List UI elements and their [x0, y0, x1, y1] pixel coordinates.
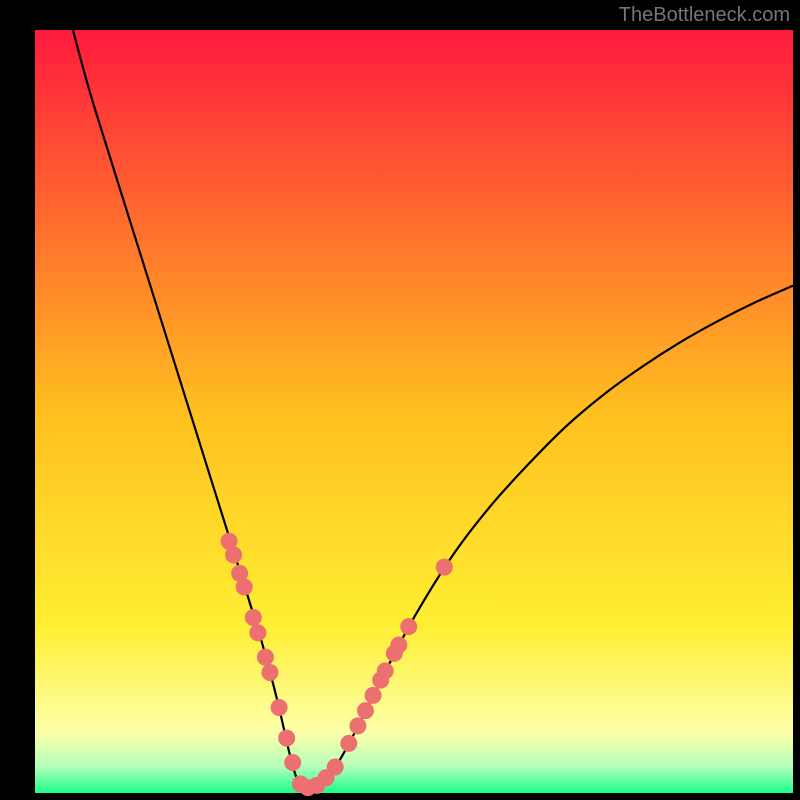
chart-svg [0, 0, 800, 800]
data-marker [262, 664, 278, 680]
data-marker [250, 625, 266, 641]
data-marker [341, 735, 357, 751]
data-marker [245, 610, 261, 626]
data-marker [401, 619, 417, 635]
data-marker [279, 730, 295, 746]
data-marker [327, 759, 343, 775]
data-markers-group [221, 533, 452, 795]
data-marker [377, 663, 393, 679]
chart-container: TheBottleneck.com [0, 0, 800, 800]
data-marker [365, 687, 381, 703]
watermark-text: TheBottleneck.com [619, 4, 790, 27]
data-marker [285, 754, 301, 770]
data-marker [357, 703, 373, 719]
data-marker [436, 559, 452, 575]
data-marker [257, 649, 273, 665]
data-marker [226, 547, 242, 563]
bottleneck-curve [73, 30, 793, 790]
data-marker [350, 718, 366, 734]
data-marker [391, 637, 407, 653]
data-marker [236, 579, 252, 595]
data-marker [271, 700, 287, 716]
